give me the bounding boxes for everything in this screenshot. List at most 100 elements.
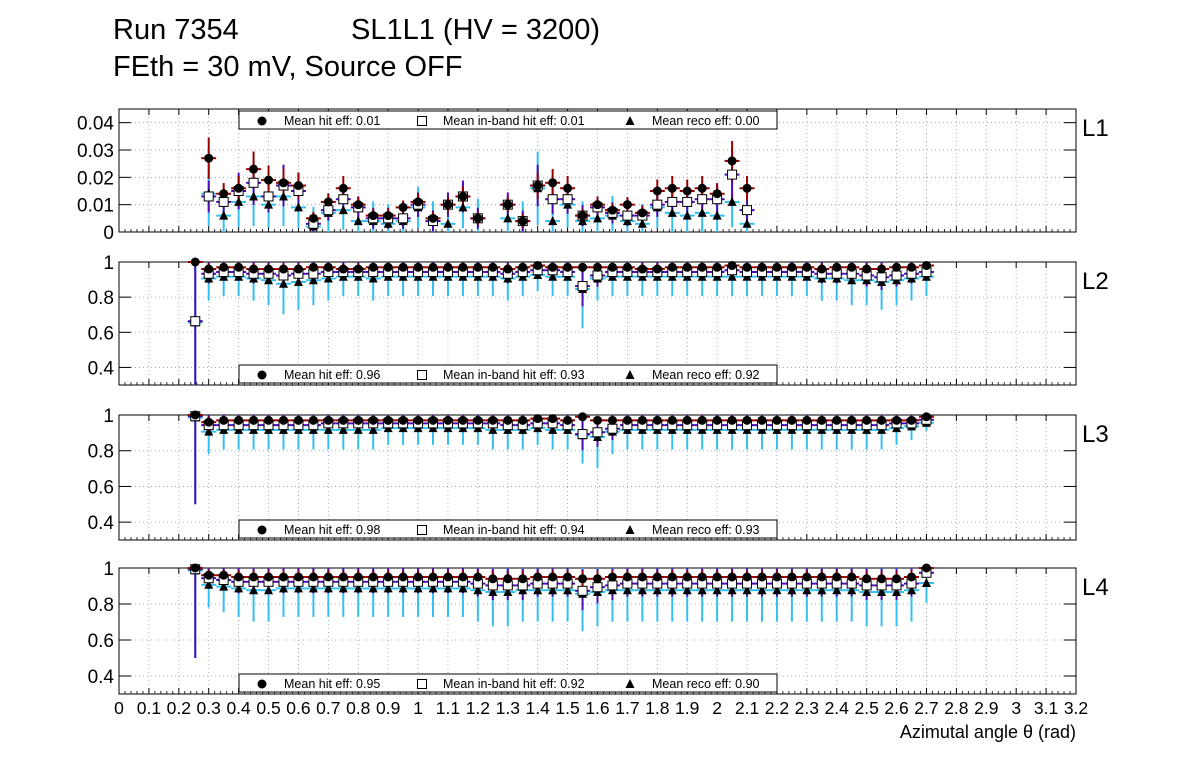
hit-eff-point [802,572,812,582]
inband-eff-point [577,429,588,440]
hit-eff-point [697,183,707,193]
hit-eff-point [204,264,214,274]
reco-eff-point [443,583,453,593]
x-tick-label: 2.1 [735,698,759,718]
hit-eff-point [278,572,288,582]
hit-eff-point [907,262,917,272]
hit-eff-point [757,572,767,582]
legend-frame [238,519,778,539]
reco-eff-point [907,585,917,595]
hit-eff-point [697,262,707,272]
hit-eff-point [353,415,363,425]
y-tick-label: 0.6 [88,323,114,344]
hit-eff-point [727,415,737,425]
hit-eff-point [473,213,483,223]
inband-eff-point [876,272,887,283]
hit-eff-point [353,572,363,582]
legend-reco-marker [625,525,635,534]
reco-eff-point [293,202,303,212]
y-tick-label: 0.6 [88,477,114,498]
y-tick-label: 0.8 [88,288,114,309]
hit-eff-point [368,572,378,582]
legend-frame [238,673,778,693]
y-tick-label: 0.01 [77,196,114,217]
reco-eff-point [832,585,842,595]
hit-eff-point [308,262,318,272]
panel-label: L3 [1082,421,1109,448]
x-tick-label: 2.6 [884,698,908,718]
hit-eff-point [817,415,827,425]
hit-eff-point [712,189,722,199]
hit-eff-point [593,200,602,210]
hit-eff-point [398,572,408,582]
legend-inband-marker [417,370,427,380]
hit-eff-point [219,189,229,199]
inband-eff-point [622,210,633,221]
panel-label: L4 [1082,574,1109,601]
x-tick-label: 0.9 [376,698,400,718]
x-tick-label: 0.3 [197,698,221,718]
inband-eff-point [652,199,663,210]
reco-eff-point [772,585,782,595]
hit-eff-point [338,415,348,425]
hit-eff-point [234,262,244,272]
hit-eff-point [473,572,483,582]
hit-eff-point [398,262,408,272]
hit-eff-point [921,412,931,422]
x-tick-label: 1 [413,698,423,718]
legend-reco-label: Mean reco eff: 0.92 [652,368,760,382]
inband-eff-point [323,205,334,216]
hit-eff-point [443,200,453,210]
hit-eff-point [742,572,752,582]
hit-eff-point [264,175,274,185]
hit-eff-point [578,574,588,584]
reco-eff-point [682,210,692,220]
hit-eff-point [368,211,378,221]
hit-eff-point [323,572,333,582]
hit-eff-point [249,264,259,274]
x-tick-label: 3.2 [1064,698,1088,718]
hit-eff-point [877,264,887,274]
legend-inband-label: Mean in-band hit eff: 0.92 [443,677,585,691]
x-tick-label: 1.2 [466,698,490,718]
x-tick-label: 1.3 [496,698,520,718]
hit-eff-point [488,262,498,272]
markers-hit [190,410,931,427]
hit-eff-point [234,183,244,193]
panel-l2: 0.4 0.6 0.8 1 L2 Mean hit eff: 0.96 Mean in-ba… [88,253,1109,386]
reco-eff-point [817,585,827,595]
hit-eff-point [802,262,812,272]
reco-eff-point [338,424,348,434]
panel-l3: 0.4 0.6 0.8 1 L3 Mean hit eff: 0.98 Mean in-ba… [88,406,1109,541]
hit-eff-point [204,570,214,580]
legend-reco-marker [625,116,635,125]
hit-eff-point [548,178,558,188]
reco-eff-point [488,587,498,596]
y-tick-label: 1 [103,406,114,427]
hit-eff-point [503,574,513,584]
hit-eff-point [637,572,647,582]
hit-eff-point [667,572,677,582]
inband-eff-point [682,196,693,207]
x-tick-label: 0.6 [286,698,310,718]
hit-eff-point [293,264,303,274]
hit-eff-point [323,197,333,207]
inband-eff-point [742,205,753,216]
hit-eff-point [622,200,632,210]
y-tick-label: 0.02 [77,168,114,189]
x-tick-label: 2 [712,698,722,718]
hit-eff-point [652,264,662,274]
inband-eff-point [547,194,558,205]
reco-eff-point [637,218,647,228]
legend: Mean hit eff: 0.95 Mean in-band hit eff: … [238,673,778,693]
y-tick-label: 0.4 [88,513,115,534]
y-tick-label: 0 [103,223,114,244]
hit-eff-point [742,415,752,425]
reco-eff-point [368,424,378,434]
hit-eff-point [637,415,647,425]
hit-eff-point [473,262,483,272]
reco-eff-point [368,583,378,593]
hit-eff-point [293,181,303,191]
reco-eff-point [503,213,513,223]
hit-eff-point [862,574,872,584]
